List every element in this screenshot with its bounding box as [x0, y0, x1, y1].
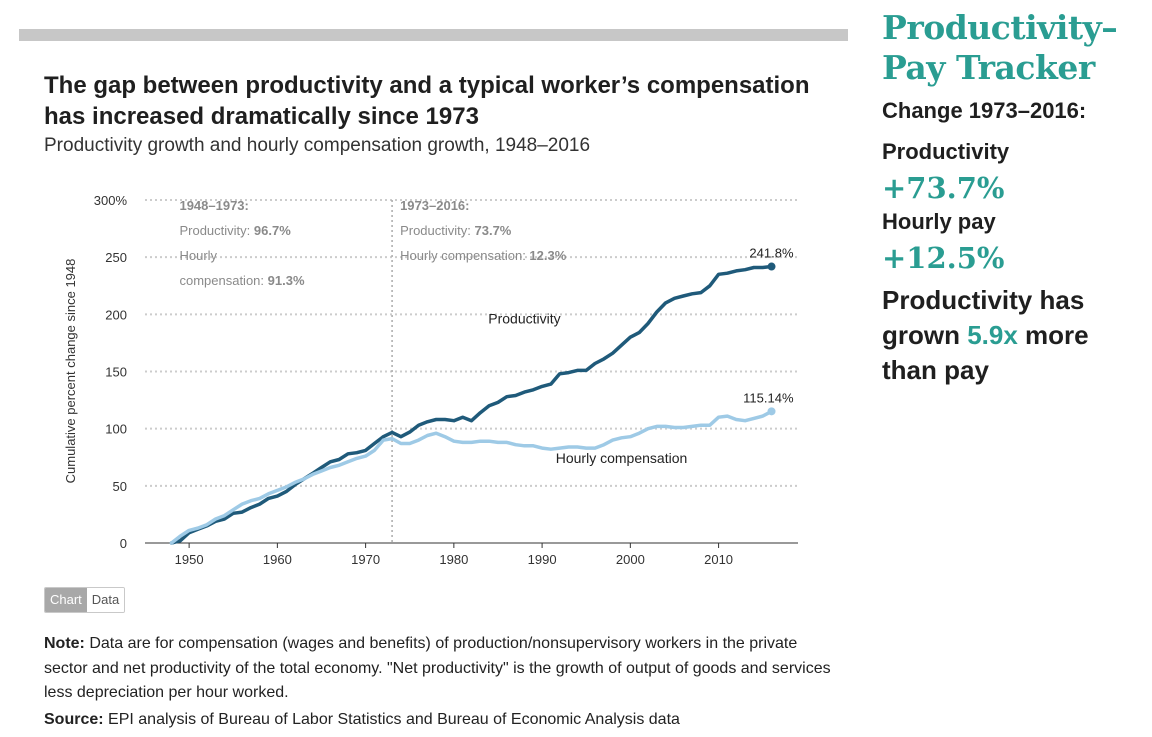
change-heading: Change 1973–2016: — [882, 98, 1087, 123]
period-annotation-text: Productivity: — [179, 223, 253, 238]
period-annotation-text: Productivity: — [400, 223, 474, 238]
note-text: Data are for compensation (wages and ben… — [44, 635, 831, 701]
series-name-label: Productivity — [488, 310, 560, 326]
chart-title: The gap between productivity and a typic… — [44, 72, 810, 130]
x-tick-label: 1990 — [528, 552, 557, 567]
period-annotation-p1: compensation: 91.3% — [179, 273, 304, 288]
series-line-compensation — [169, 409, 774, 545]
productivity-change: +73.7% — [882, 171, 1005, 205]
productivity-label: Productivity — [882, 139, 1010, 164]
series-line-productivity — [169, 264, 774, 545]
series-end-point — [767, 262, 776, 271]
period-annotation-text: 1973–2016: — [400, 198, 469, 213]
y-tick-label: 200 — [105, 307, 127, 322]
series-name-label: Hourly compensation — [556, 450, 688, 466]
y-tick-label: 100 — [105, 422, 127, 437]
hourly-pay-change: +12.5% — [882, 241, 1005, 275]
series-end-label: 115.14% — [743, 390, 794, 405]
x-tick-label: 1960 — [263, 552, 292, 567]
tracker-title: Productivity– Pay Tracker — [882, 8, 1147, 88]
x-tick-label: 1950 — [175, 552, 204, 567]
y-axis-label: Cumulative percent change since 1948 — [63, 259, 78, 484]
period-annotation-p1: Productivity: 96.7% — [179, 223, 291, 238]
conclusion-pre: Productivity has grown — [882, 285, 1085, 350]
tracker-title-line1: Productivity– — [882, 8, 1118, 47]
conclusion-highlight: 5.9x — [967, 320, 1018, 350]
y-tick-label: 0 — [120, 536, 127, 551]
hourly-pay-label: Hourly pay — [882, 209, 996, 234]
period-annotation-text: 96.7% — [254, 223, 291, 238]
period-annotation-p2: Hourly compensation: 12.3% — [400, 248, 567, 263]
period-annotation-text: 1948–1973: — [179, 198, 248, 213]
chart-note: Note: Data are for compensation (wages a… — [44, 632, 834, 706]
period-annotation-text: compensation: — [179, 273, 267, 288]
period-annotation-text: 12.3% — [529, 248, 566, 263]
top-rule — [19, 29, 848, 41]
period-annotation-p2: 1973–2016: — [400, 198, 469, 213]
conclusion-post: more than pay — [882, 320, 1089, 385]
period-annotation-text: Hourly — [179, 248, 217, 263]
series-end-point — [767, 407, 776, 416]
period-annotation-text: Hourly compensation: — [400, 248, 529, 263]
x-tick-label: 1980 — [439, 552, 468, 567]
y-tick-label: 300% — [94, 193, 128, 208]
x-tick-label: 2000 — [616, 552, 645, 567]
x-tick-label: 1970 — [351, 552, 380, 567]
period-annotation-text: 73.7% — [475, 223, 512, 238]
line-chart: 0 50 100 150 200 250 300% 1950 1960 1970 1980 1990 2… — [63, 193, 798, 567]
note-label: Note: — [44, 635, 85, 652]
data-tab[interactable]: Data — [86, 588, 125, 612]
view-toggle: Chart Data — [44, 587, 126, 613]
chart-tab[interactable]: Chart — [45, 588, 87, 612]
period-annotation-text: 91.3% — [268, 273, 305, 288]
tracker-title-line2: Pay Tracker — [882, 48, 1095, 87]
conclusion-text: Productivity has grown 5.9x more than pa… — [882, 283, 1147, 388]
tracker-sidebar: Productivity– Pay Tracker Change 1973–20… — [882, 8, 1147, 388]
y-tick-label: 50 — [113, 479, 127, 494]
y-tick-label: 250 — [105, 250, 127, 265]
y-tick-label: 150 — [105, 365, 127, 380]
period-annotation-p1: 1948–1973: — [179, 198, 248, 213]
chart-source: Source: EPI analysis of Bureau of Labor … — [44, 711, 680, 729]
x-tick-label: 2010 — [704, 552, 733, 567]
source-text: EPI analysis of Bureau of Labor Statisti… — [108, 711, 680, 728]
period-annotation-p2: Productivity: 73.7% — [400, 223, 512, 238]
chart-subtitle: Productivity growth and hourly compensat… — [44, 135, 591, 156]
period-annotation-p1: Hourly — [179, 248, 217, 263]
source-label: Source: — [44, 711, 104, 728]
series-end-label: 241.8% — [749, 246, 794, 261]
